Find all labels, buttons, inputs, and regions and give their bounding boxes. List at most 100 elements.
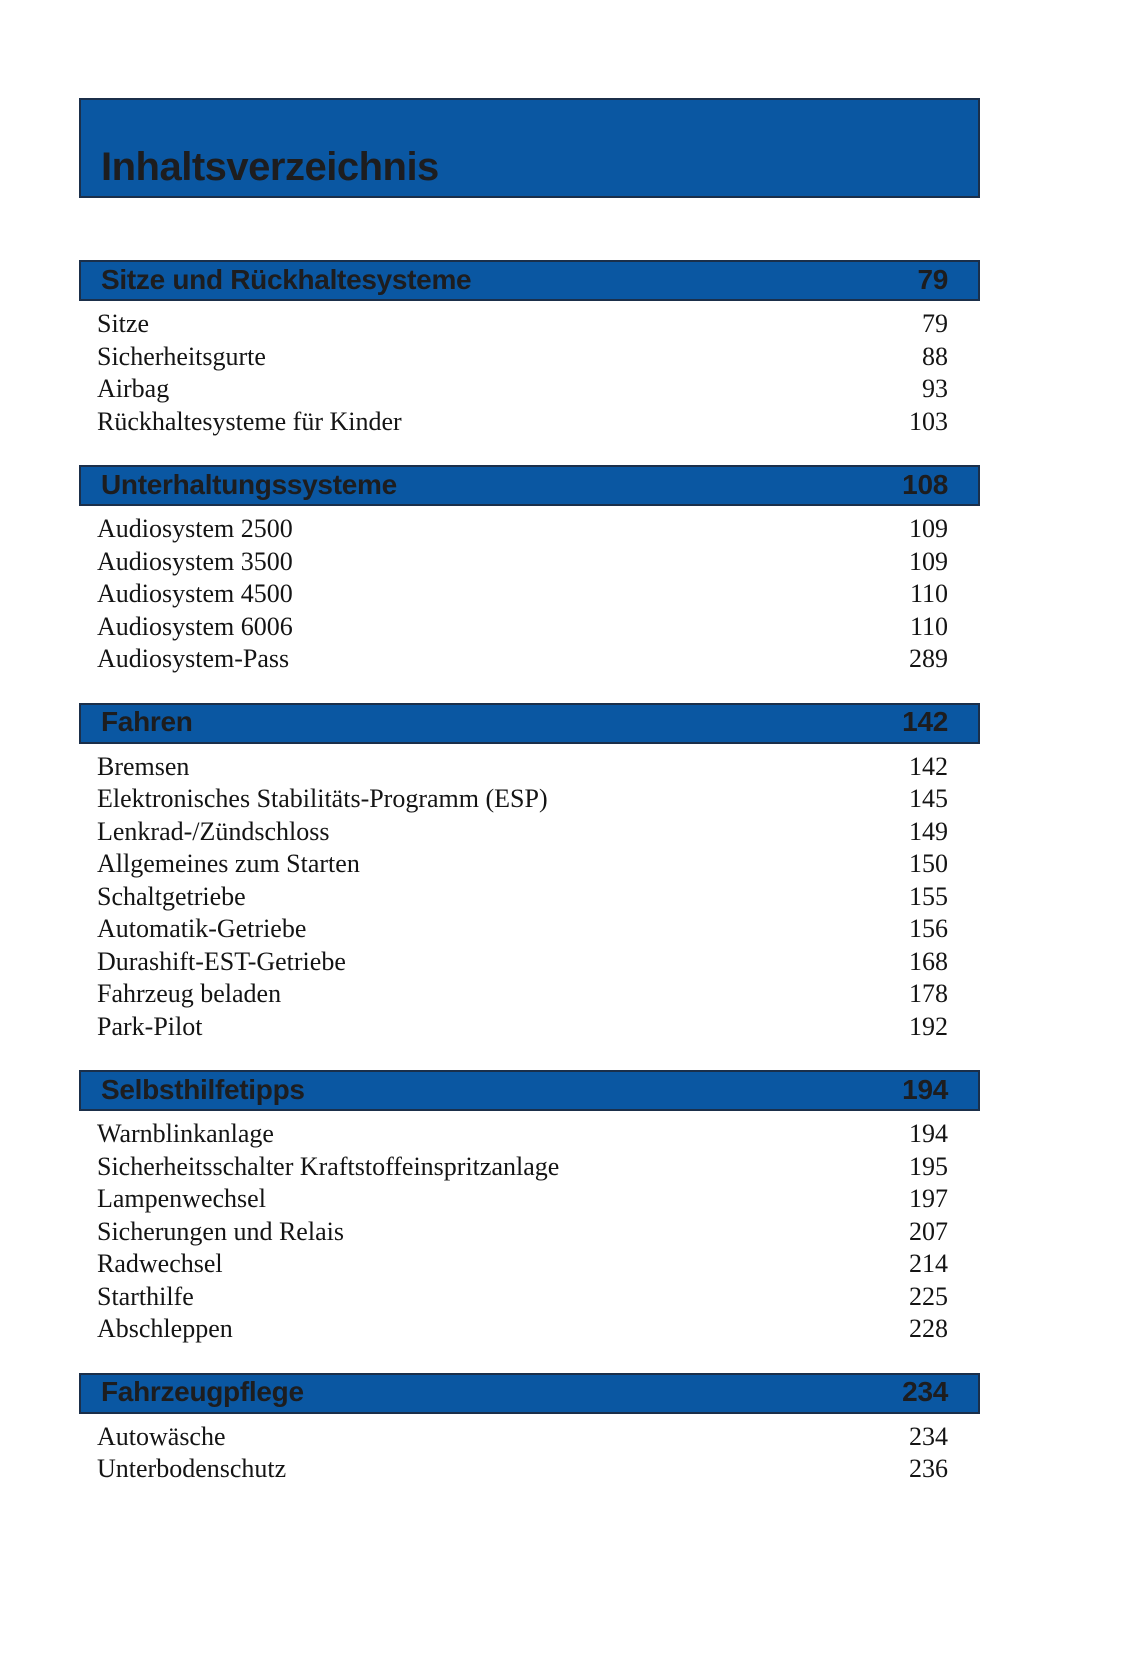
toc-entry: Abschleppen 228 xyxy=(79,1313,980,1346)
toc-entry: Warnblinkanlage 194 xyxy=(79,1118,980,1151)
toc-entry-label: Fahrzeug beladen xyxy=(97,979,282,1008)
toc-entry: Lampenwechsel 197 xyxy=(79,1183,980,1216)
toc-entry: Starthilfe 225 xyxy=(79,1281,980,1314)
toc-entry-label: Audiosystem 2500 xyxy=(97,514,293,543)
toc-entry-page: 149 xyxy=(909,816,948,846)
toc-entry: Allgemeines zum Starten 150 xyxy=(79,848,980,881)
toc-entry: Park-Pilot 192 xyxy=(79,1011,980,1044)
toc-entry-label: Warnblinkanlage xyxy=(97,1119,274,1148)
toc-entry-page: 88 xyxy=(922,341,948,371)
toc-entry: Autowäsche 234 xyxy=(79,1421,980,1454)
section-page-number: 234 xyxy=(902,1376,948,1407)
toc-entry: Audiosystem 4500 110 xyxy=(79,578,980,611)
toc-entry-page: 234 xyxy=(909,1421,948,1451)
toc-entry-label: Sicherungen und Relais xyxy=(97,1216,344,1246)
section-page-number: 108 xyxy=(902,468,948,500)
toc-entry-page: 156 xyxy=(909,914,948,943)
page-title: Inhaltsverzeichnis xyxy=(101,145,439,189)
toc-entry-page: 178 xyxy=(909,979,948,1008)
toc-entry-label: Durashift-EST-Getriebe xyxy=(97,946,346,976)
toc-entry-label: Automatik-Getriebe xyxy=(97,914,307,943)
section-header: Unterhaltungssysteme 108 xyxy=(79,465,980,506)
toc-entry: Fahrzeug beladen 178 xyxy=(79,978,980,1011)
toc-entry-page: 93 xyxy=(922,374,948,403)
toc-entry-page: 109 xyxy=(909,546,948,576)
section-header: Selbsthilfetipps 194 xyxy=(79,1070,980,1111)
toc-entry-label: Radwechsel xyxy=(97,1249,223,1278)
toc-entry-page: 103 xyxy=(909,406,948,436)
toc-entry: Schaltgetriebe 155 xyxy=(79,881,980,914)
toc-entry-label: Autowäsche xyxy=(97,1421,226,1451)
toc-entry-page: 194 xyxy=(909,1119,948,1148)
toc-entry-page: 150 xyxy=(909,849,948,878)
section-entries: Autowäsche 234 Unterbodenschutz 236 xyxy=(79,1414,980,1486)
section-title: Selbsthilfetipps xyxy=(101,1073,305,1105)
toc-entry-page: 228 xyxy=(909,1314,948,1343)
section-page-number: 194 xyxy=(902,1073,948,1105)
toc-entry-label: Sicherheitsschalter Kraftstoffeinspritza… xyxy=(97,1151,560,1181)
toc-entry-page: 168 xyxy=(909,946,948,976)
toc-entry: Automatik-Getriebe 156 xyxy=(79,913,980,946)
toc-entry-label: Unterbodenschutz xyxy=(97,1454,287,1483)
section-header: Sitze und Rückhaltesysteme 79 xyxy=(79,260,980,301)
toc-entry-label: Rückhaltesysteme für Kinder xyxy=(97,406,402,436)
toc-entry-label: Audiosystem-Pass xyxy=(97,644,290,673)
section-header: Fahren 142 xyxy=(79,702,980,744)
toc-entry-page: 225 xyxy=(909,1281,948,1311)
toc-entry-page: 110 xyxy=(909,579,948,608)
toc-entry-label: Bremsen xyxy=(97,751,190,781)
section-page-number: 142 xyxy=(902,706,948,737)
toc-entry-label: Lampenwechsel xyxy=(97,1184,266,1213)
toc-entry-page: 109 xyxy=(909,514,948,543)
toc-entry: Audiosystem 6006 110 xyxy=(79,611,980,644)
toc-entry-label: Schaltgetriebe xyxy=(97,881,246,911)
toc-section: Selbsthilfetipps 194 Warnblinkanlage 194… xyxy=(79,1070,980,1346)
section-entries: Audiosystem 2500 109 Audiosystem 3500 10… xyxy=(79,506,980,676)
toc-entry-label: Park-Pilot xyxy=(97,1011,203,1041)
section-title: Sitze und Rückhaltesysteme xyxy=(101,263,472,295)
toc-entry-page: 236 xyxy=(909,1454,948,1483)
toc-entry: Radwechsel 214 xyxy=(79,1248,980,1281)
section-entries: Bremsen 142 Elektronisches Stabilitäts-P… xyxy=(79,744,980,1044)
toc-entry: Unterbodenschutz 236 xyxy=(79,1453,980,1486)
toc-entry: Airbag 93 xyxy=(79,373,980,406)
toc-entry: Sicherheitsschalter Kraftstoffeinspritza… xyxy=(79,1151,980,1184)
section-title: Fahrzeugpflege xyxy=(101,1376,304,1407)
page-title-bar: Inhaltsverzeichnis xyxy=(79,98,980,198)
toc-entry-page: 289 xyxy=(909,644,948,673)
toc-entry-label: Allgemeines zum Starten xyxy=(97,849,360,878)
section-title: Fahren xyxy=(101,706,193,737)
toc-entry-page: 155 xyxy=(909,881,948,911)
toc-entry-page: 142 xyxy=(909,751,948,781)
toc-entry-label: Audiosystem 4500 xyxy=(97,579,293,608)
toc-entry: Elektronisches Stabilitäts-Programm (ESP… xyxy=(79,783,980,816)
toc-entry-label: Lenkrad-/Zündschloss xyxy=(97,816,330,846)
toc-entry-page: 207 xyxy=(909,1216,948,1246)
toc-entry-label: Airbag xyxy=(97,374,170,403)
toc-entry-label: Starthilfe xyxy=(97,1281,194,1311)
toc-entry-page: 195 xyxy=(909,1151,948,1181)
toc-entry-page: 214 xyxy=(909,1249,948,1278)
toc-entry-label: Abschleppen xyxy=(97,1314,233,1343)
toc-entry: Bremsen 142 xyxy=(79,751,980,784)
toc-entry: Sitze 79 xyxy=(79,308,980,341)
section-page-number: 79 xyxy=(917,263,948,295)
toc-entry: Audiosystem-Pass 289 xyxy=(79,643,980,676)
toc-section: Fahren 142 Bremsen 142 Elektronisches St… xyxy=(79,702,980,1044)
toc-entry: Audiosystem 3500 109 xyxy=(79,546,980,579)
toc-entry-label: Sicherheitsgurte xyxy=(97,341,266,371)
toc-entry-label: Elektronisches Stabilitäts-Programm (ESP… xyxy=(97,784,548,813)
section-title: Unterhaltungssysteme xyxy=(101,468,397,500)
toc-entry-label: Audiosystem 6006 xyxy=(97,611,293,641)
toc-entry-label: Audiosystem 3500 xyxy=(97,546,293,576)
toc-entry: Durashift-EST-Getriebe 168 xyxy=(79,946,980,979)
toc-sections: Sitze und Rückhaltesysteme 79 Sitze 79 S… xyxy=(79,260,980,1486)
toc-entry: Sicherungen und Relais 207 xyxy=(79,1216,980,1249)
toc-entry: Lenkrad-/Zündschloss 149 xyxy=(79,816,980,849)
toc-section: Fahrzeugpflege 234 Autowäsche 234 Unterb… xyxy=(79,1372,980,1486)
section-header: Fahrzeugpflege 234 xyxy=(79,1372,980,1414)
toc-entry: Rückhaltesysteme für Kinder 103 xyxy=(79,406,980,439)
toc-entry-page: 192 xyxy=(909,1011,948,1041)
toc-entry: Sicherheitsgurte 88 xyxy=(79,341,980,374)
section-entries: Warnblinkanlage 194 Sicherheitsschalter … xyxy=(79,1111,980,1346)
